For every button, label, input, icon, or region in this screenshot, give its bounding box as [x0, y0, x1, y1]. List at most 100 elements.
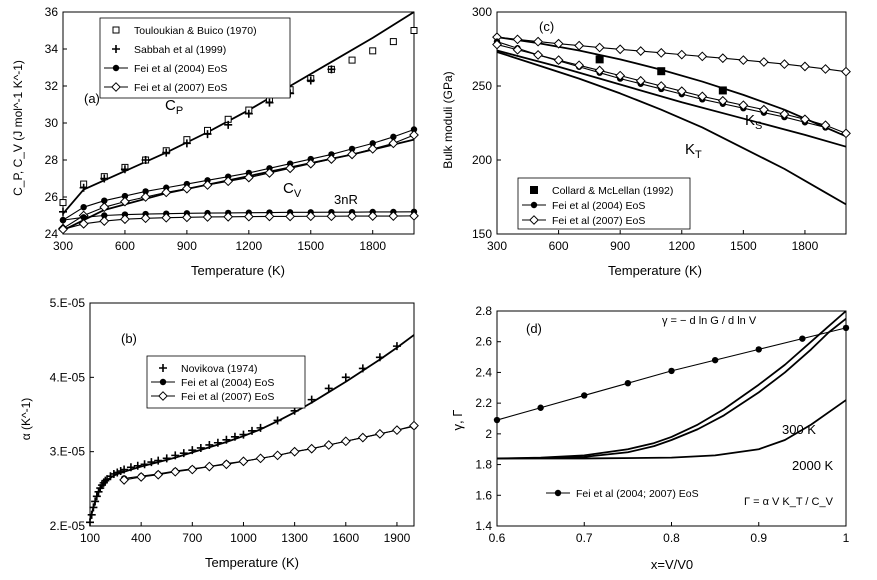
x-tick-label: 1300	[281, 531, 308, 545]
data-point	[595, 55, 604, 64]
data-point	[289, 446, 300, 457]
data-point	[306, 76, 315, 85]
legend-marker	[159, 378, 167, 386]
x-tick-label: 1800	[792, 239, 819, 253]
series-line	[496, 310, 847, 460]
data-point	[256, 423, 265, 432]
data-point	[204, 461, 215, 472]
data-point	[223, 211, 234, 222]
data-point	[244, 109, 253, 118]
legend-label: Fei et al (2007) EoS	[552, 215, 645, 227]
series-line	[62, 128, 415, 221]
y-tick-label: 28	[45, 153, 59, 167]
data-point	[348, 56, 356, 64]
panel-a-markers	[58, 27, 419, 235]
data-point	[248, 426, 256, 435]
data-point	[230, 432, 239, 441]
data-point	[635, 75, 646, 86]
data-point	[101, 212, 108, 219]
legend-marker	[159, 364, 167, 372]
data-point	[347, 149, 357, 160]
legend-item: Touloukian & Buico (1970)	[112, 25, 257, 37]
data-point	[800, 61, 810, 72]
data-point	[668, 367, 675, 375]
panel-a-xlabel: Temperature (K)	[191, 263, 285, 278]
x-tick-label: 1200	[668, 239, 695, 253]
x-tick-label: 600	[115, 239, 135, 253]
data-point	[594, 42, 605, 53]
data-point	[410, 27, 418, 34]
legend-item: Novikova (1974)	[159, 363, 257, 375]
data-point	[512, 34, 523, 45]
y-tick-label: 5.E-05	[50, 296, 86, 310]
series-line	[62, 215, 415, 230]
data-point	[141, 156, 150, 164]
data-point	[239, 430, 248, 439]
panel-b-ylabel: α (K^-1)	[19, 398, 33, 441]
panel-b-xlabel: Temperature (K)	[205, 555, 299, 570]
data-point	[533, 36, 543, 47]
legend-item: Fei et al (2007) EoS	[522, 215, 645, 227]
annotation-2000k: 2000 K	[792, 458, 834, 473]
data-point	[221, 459, 232, 470]
data-point	[179, 449, 188, 458]
data-point	[59, 207, 67, 216]
x-tick-label: 0.8	[663, 531, 680, 545]
data-point	[87, 510, 96, 519]
y-tick-label: 2.E-05	[50, 519, 86, 533]
data-point	[324, 384, 333, 393]
data-point	[553, 55, 564, 66]
legend-box	[99, 17, 291, 99]
data-point	[154, 456, 163, 465]
data-point	[512, 44, 523, 55]
data-point	[537, 404, 544, 411]
panel-a-ylabel: C_P, C_V (J mol^-1 K^-1)	[11, 60, 25, 196]
data-point	[224, 120, 233, 129]
panel-d-ylabel: γ, Γ	[450, 410, 465, 431]
data-point	[136, 472, 147, 482]
series-line	[496, 44, 847, 134]
data-point	[80, 203, 87, 211]
data-point	[100, 174, 109, 183]
x-tick-label: 1600	[332, 531, 359, 545]
data-point	[717, 95, 728, 106]
data-point	[341, 373, 350, 382]
data-point	[78, 218, 89, 229]
panel-b-legend: Novikova (1974) Fei et al (2004) EoS Fei e…	[146, 355, 306, 409]
data-point	[202, 180, 213, 190]
data-point	[170, 466, 181, 477]
data-point	[91, 497, 100, 506]
data-point	[140, 192, 151, 202]
data-point	[656, 81, 667, 91]
y-tick-label: 250	[472, 79, 492, 93]
data-point	[182, 139, 191, 148]
data-point	[409, 130, 419, 140]
data-point	[755, 346, 762, 353]
y-tick-label: 2.6	[475, 335, 492, 349]
data-point	[758, 104, 769, 115]
data-point	[553, 38, 564, 49]
data-point	[779, 109, 790, 120]
legend-label: Fei et al (2007) EoS	[134, 82, 227, 94]
data-point	[392, 342, 401, 351]
y-tick-label: 2.2	[475, 396, 492, 410]
legend-marker	[158, 391, 168, 401]
legend-item: Fei et al (2007) EoS	[151, 391, 274, 403]
panel-c-bulk-moduli: 300 600 900 1200 1500 1800 150 200 250 300 (c) Te…	[441, 5, 851, 278]
panel-a-label: (a)	[84, 91, 100, 106]
annotation-cp: CP	[165, 97, 183, 117]
panel-d-legend: Fei et al (2004; 2007) EoS	[546, 488, 699, 500]
data-point	[94, 487, 103, 496]
y-tick-label: 1.8	[475, 458, 492, 472]
data-point	[624, 379, 632, 387]
data-point	[255, 453, 266, 464]
data-point	[120, 214, 130, 225]
data-point	[80, 214, 87, 221]
x-tick-label: 1500	[730, 239, 757, 253]
data-point	[718, 86, 727, 95]
data-point	[202, 212, 213, 222]
panel-d-ticks: 0.6 0.7 0.8 0.9 1 1.4 1.6 1.8 2 2.2 2.4 2.6 2.8	[475, 304, 849, 545]
data-point	[162, 454, 171, 463]
